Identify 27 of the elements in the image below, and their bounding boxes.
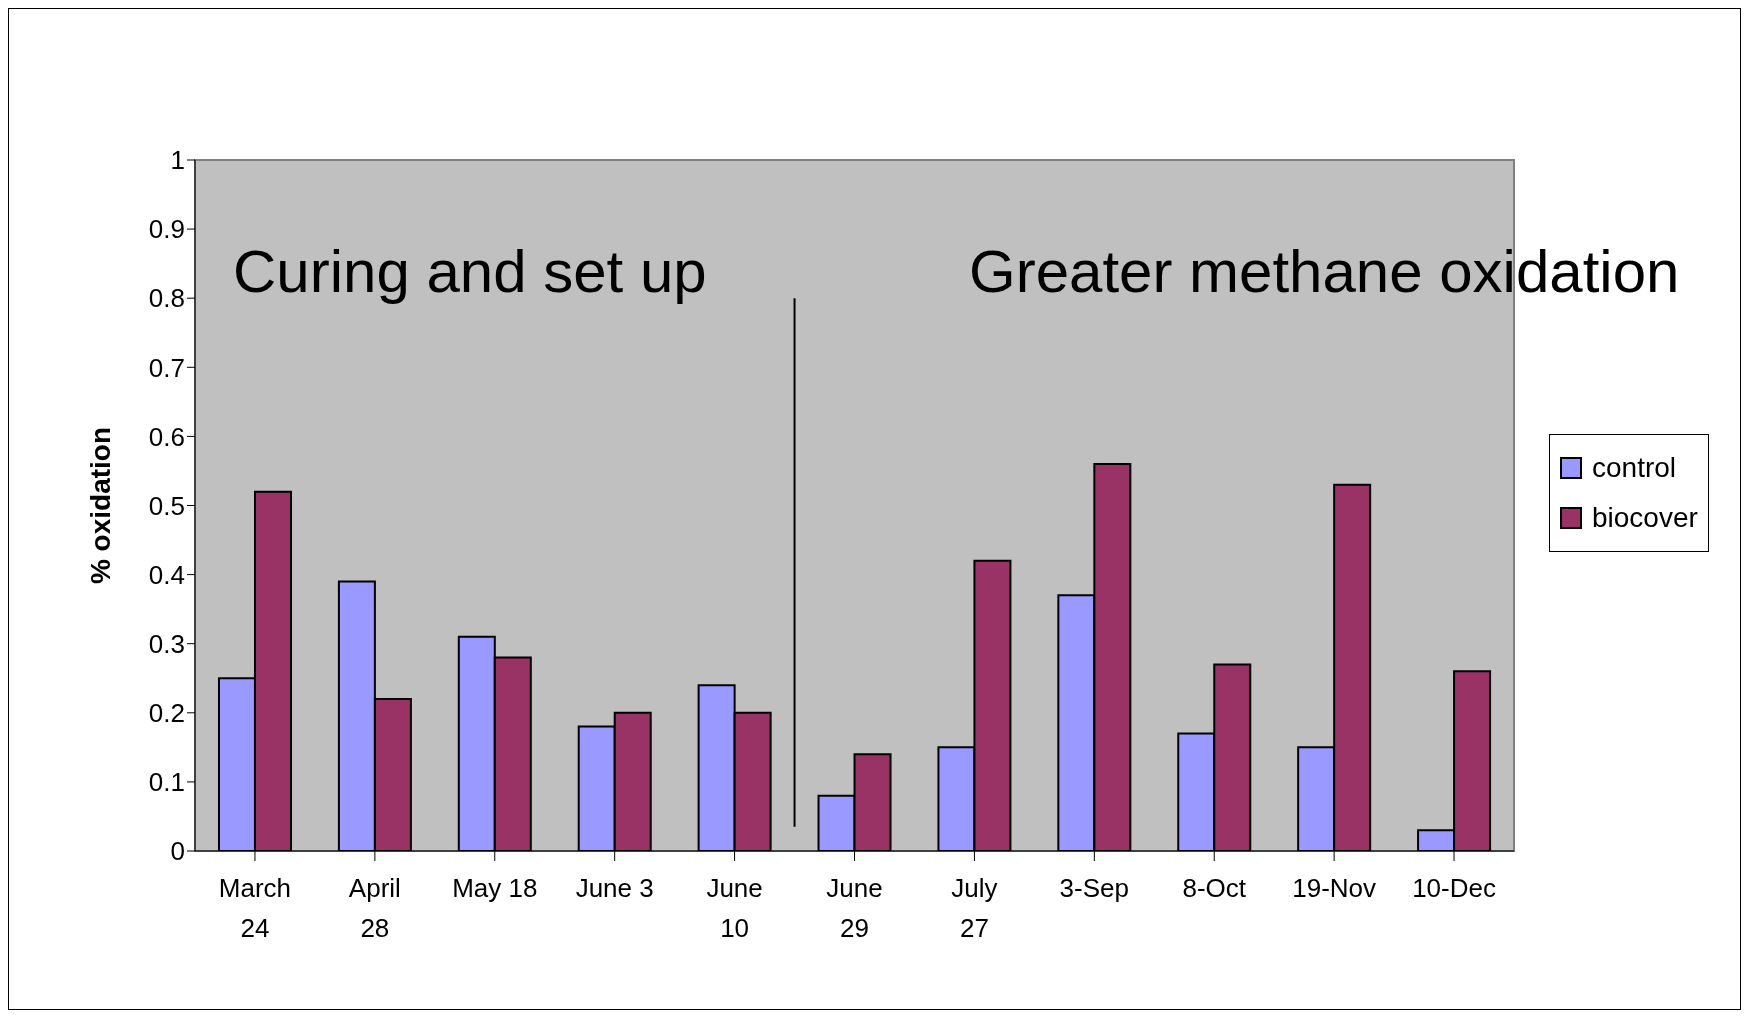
x-tick-label: June 29	[826, 873, 883, 943]
x-tick-label: 19-Nov	[1292, 873, 1377, 903]
y-tick-label: 0.9	[148, 214, 185, 245]
y-axis-title: % oxidation	[84, 426, 116, 585]
x-tick-label: March 24	[218, 873, 292, 943]
y-tick-label: 0.5	[148, 490, 185, 521]
y-tick-label: 0.6	[148, 421, 185, 452]
x-tick-label: May 18	[452, 873, 538, 903]
x-tick-label: June 3	[575, 873, 654, 903]
legend-label: biocover	[1592, 501, 1698, 535]
y-tick-label: 1	[170, 145, 185, 176]
y-tick-label: 0.1	[148, 767, 185, 798]
y-tick-label: 0.7	[148, 352, 185, 383]
x-tick-label: 8-Oct	[1182, 873, 1247, 903]
legend-label: control	[1592, 451, 1677, 485]
annotation: Curing and set up	[233, 237, 707, 306]
x-tick-label: April 28	[348, 873, 401, 943]
x-tick-label: June 10	[706, 873, 763, 943]
y-tick-label: 0.2	[148, 698, 185, 729]
y-tick-label: 0.3	[148, 628, 185, 659]
x-tick-label: 3-Sep	[1059, 873, 1130, 903]
y-tick-label: 0.4	[148, 559, 185, 590]
x-tick-label: 10-Dec	[1412, 873, 1496, 903]
y-tick-label: 0.8	[148, 283, 185, 314]
y-tick-label: 0	[170, 836, 185, 867]
x-tick-label: July 27	[951, 873, 998, 943]
annotation: Greater methane oxidation	[969, 237, 1680, 306]
